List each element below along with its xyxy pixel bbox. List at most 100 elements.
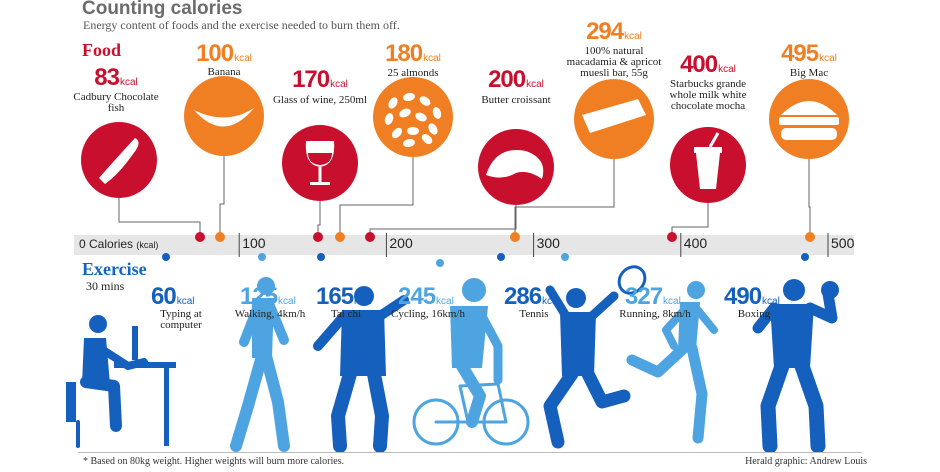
chair-back (66, 382, 76, 422)
exercise-item (162, 253, 170, 261)
almond-shape (403, 92, 415, 102)
food-kcal-value: 100kcal (184, 42, 264, 71)
leader-line (369, 205, 517, 237)
head (89, 315, 107, 333)
data-point (162, 253, 170, 261)
cup-body (696, 153, 720, 189)
bun-top (781, 101, 837, 115)
kcal-unit: kcal (436, 296, 454, 307)
food-item (510, 79, 654, 242)
limb (545, 285, 571, 321)
leader-line (339, 157, 414, 237)
limb (265, 301, 289, 345)
axis-tick-label: 500 (831, 235, 855, 251)
limb (804, 288, 838, 324)
axis-title: Calories (89, 237, 137, 251)
head (566, 288, 586, 308)
exercise-label: Tai chi (330, 308, 362, 320)
kcal-number: 200 (488, 66, 526, 93)
head (687, 281, 705, 299)
monitor (132, 326, 138, 360)
leader-line (317, 201, 321, 237)
almond-shape (419, 96, 431, 106)
food-circle (184, 76, 264, 156)
kcal-number: 327 (625, 283, 663, 310)
kcal-number: 490 (724, 283, 762, 310)
almond-shape (428, 123, 438, 135)
kcal-unit: kcal (663, 296, 681, 307)
exercise-kcal-value: 245kcal (398, 285, 454, 314)
almond-shape (403, 138, 415, 148)
exercise-kcal-value: 125kcal (240, 285, 296, 314)
kcal-unit: kcal (526, 79, 544, 90)
exercise-kcal-value: 490kcal (724, 285, 780, 314)
food-item (81, 122, 205, 242)
kcal-unit: kcal (354, 296, 372, 307)
food-item (769, 79, 849, 242)
walking-person-icon (230, 277, 290, 452)
kcal-number: 170 (292, 66, 330, 93)
limb (794, 358, 826, 452)
food-kcal-value: 200kcal (476, 68, 556, 97)
limb (80, 376, 122, 432)
kcal-unit: kcal (278, 296, 296, 307)
almond-shape (432, 107, 442, 119)
exercise-item (436, 259, 444, 267)
limb (331, 367, 357, 452)
kcal-number: 180 (385, 40, 423, 67)
limb (662, 304, 690, 350)
food-item (282, 125, 358, 242)
food-label: Big Mac (789, 67, 829, 79)
exercise-label: Cycling, 16km/h (391, 308, 465, 320)
patty (779, 117, 839, 125)
axis-tick-label: 200 (389, 235, 413, 251)
data-point (335, 232, 345, 242)
desk-leg (164, 366, 169, 446)
torso (340, 310, 386, 376)
food-label: Butter croissant (481, 94, 551, 106)
axis-unit: (kcal) (136, 240, 159, 250)
exercise-item (561, 253, 569, 261)
cup-straw (708, 132, 720, 148)
head (462, 278, 486, 302)
limb (692, 304, 718, 334)
food-section-heading: Food (82, 40, 122, 60)
footer-divider (78, 452, 862, 453)
axis-tick-label: 100 (242, 235, 266, 251)
almond-shape (399, 108, 411, 118)
glass-base (310, 182, 330, 185)
data-point (805, 232, 815, 242)
data-point (365, 232, 375, 242)
leader-line (219, 156, 225, 237)
almond-shape (407, 127, 419, 135)
typing-person-icon (66, 315, 176, 448)
cup-lid (694, 147, 722, 153)
exercise-label: Tennis (519, 308, 549, 320)
food-label: Banana (207, 66, 241, 78)
food-item (365, 129, 554, 242)
kcal-unit: kcal (762, 296, 780, 307)
kcal-unit: kcal (624, 31, 642, 42)
data-point (313, 232, 323, 242)
food-item (667, 127, 746, 242)
food-label: 100% natural macadamia & apricot muesli … (566, 45, 662, 79)
limb (375, 295, 409, 321)
wine-liquid (308, 153, 332, 165)
kcal-number: 400 (680, 51, 718, 78)
leader-line (671, 203, 709, 237)
limb (686, 342, 708, 444)
limb (313, 311, 349, 351)
exercise-item (258, 253, 266, 261)
exercise-duration-label: 30 mins (86, 279, 125, 293)
limb (367, 367, 389, 452)
glove (821, 281, 839, 299)
kcal-unit: kcal (819, 53, 837, 64)
page-subtitle: Energy content of foods and the exercise… (83, 18, 400, 32)
torso (450, 306, 488, 368)
axis-label: 0 Calories (kcal) (79, 237, 159, 251)
exercise-kcal-value: 286kcal (504, 285, 560, 314)
data-point (258, 253, 266, 261)
limb (626, 342, 690, 378)
almond-shape (388, 97, 398, 109)
kcal-number: 83 (94, 64, 120, 91)
